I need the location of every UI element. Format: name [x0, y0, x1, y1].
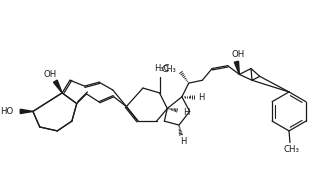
Polygon shape — [53, 80, 62, 93]
Text: CH₃: CH₃ — [161, 65, 176, 74]
Text: H: H — [180, 137, 186, 146]
Polygon shape — [234, 61, 239, 74]
Text: HO: HO — [0, 107, 13, 116]
Text: CH₃: CH₃ — [284, 145, 300, 154]
Text: H: H — [183, 108, 189, 117]
Text: OH: OH — [232, 50, 245, 59]
Text: H₃C: H₃C — [154, 64, 169, 73]
Text: H: H — [199, 93, 205, 102]
Polygon shape — [20, 109, 33, 113]
Text: OH: OH — [44, 70, 57, 79]
